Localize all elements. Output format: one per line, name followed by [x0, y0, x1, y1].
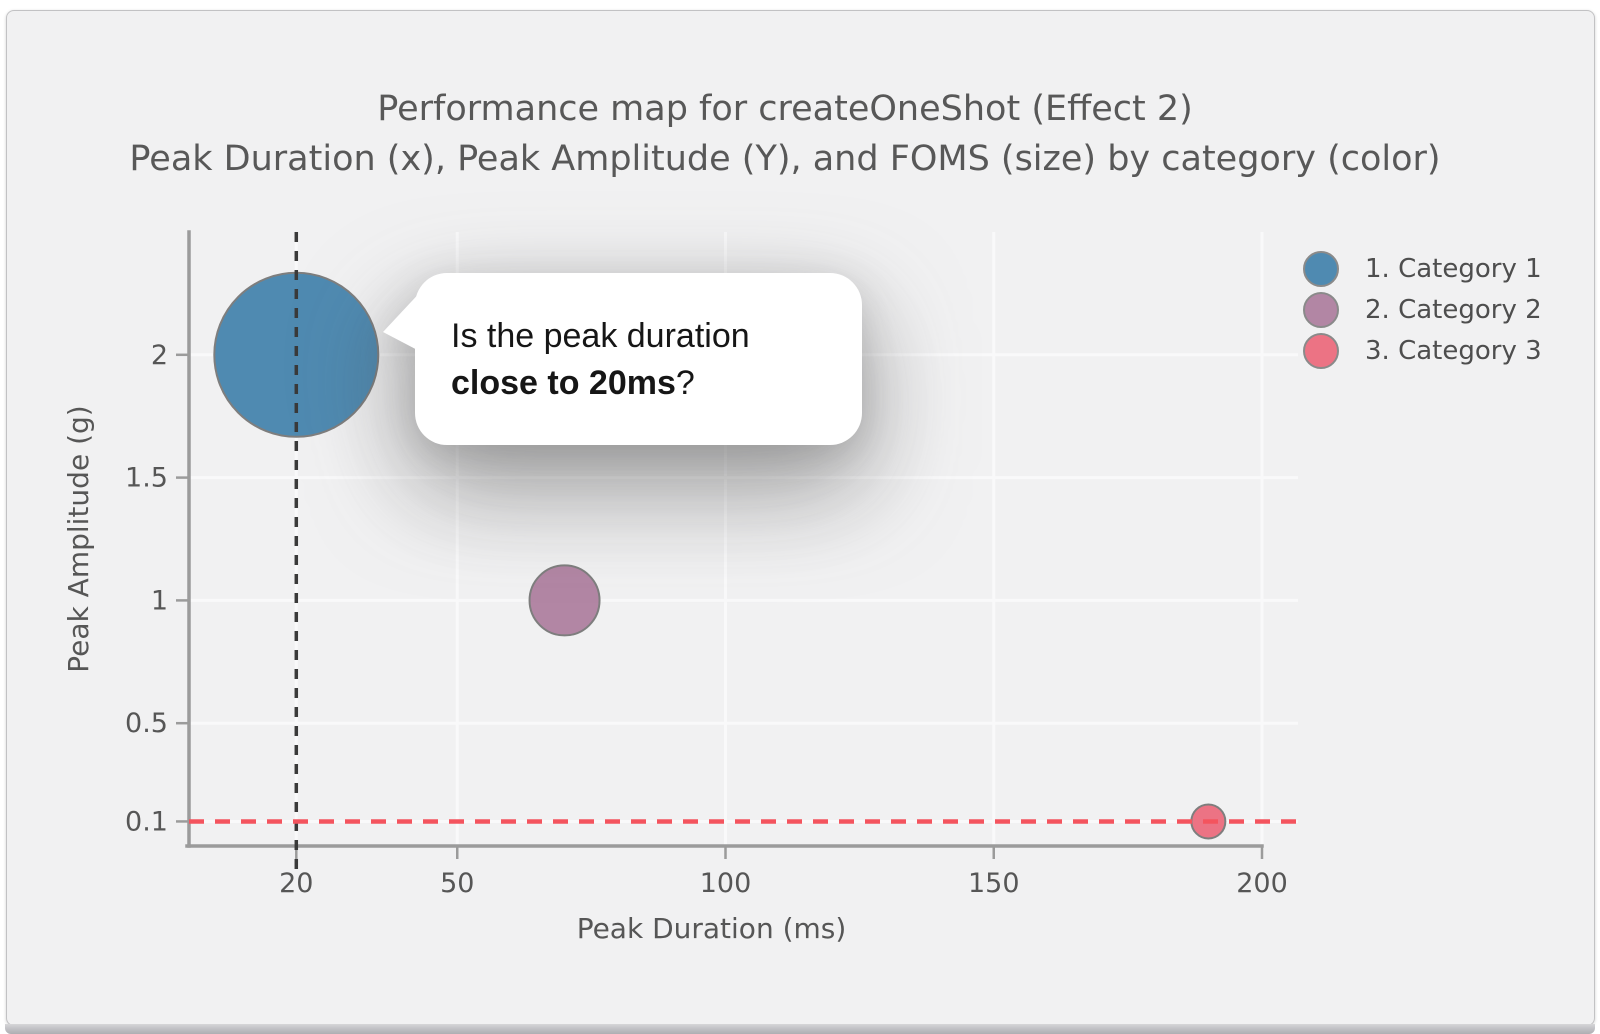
- legend-item[interactable]: 3. Category 3: [1303, 330, 1542, 371]
- legend-label: 1. Category 1: [1365, 253, 1542, 284]
- callout-text-suffix: ?: [675, 364, 695, 402]
- chart-legend: 1. Category 1 2. Category 2 3. Category 3: [1303, 248, 1542, 371]
- x-tick-label: 150: [968, 868, 1020, 899]
- y-tick-label: 0.5: [125, 708, 168, 739]
- y-tick-label: 2: [151, 340, 168, 371]
- callout-text-line1: Is the peak duration: [451, 317, 750, 355]
- x-tick-label: 200: [1236, 868, 1288, 899]
- chart-title: Performance map for createOneShot (Effec…: [377, 89, 1193, 129]
- callout-bubble: Is the peak duration close to 20ms?: [415, 273, 862, 445]
- y-tick-label: 1.5: [125, 463, 168, 494]
- legend-item[interactable]: 2. Category 2: [1303, 289, 1542, 330]
- chart-subtitle: Peak Duration (x), Peak Amplitude (Y), a…: [129, 139, 1441, 179]
- y-tick-label: 0.1: [125, 806, 168, 837]
- callout-text-bold: close to 20ms: [451, 364, 676, 402]
- chart-title-block: Performance map for createOneShot (Effec…: [0, 84, 1570, 184]
- x-tick-label: 100: [700, 868, 752, 899]
- legend-item[interactable]: 1. Category 1: [1303, 248, 1542, 289]
- legend-label: 2. Category 2: [1365, 294, 1542, 325]
- x-tick-label: 20: [279, 868, 313, 899]
- legend-swatch-icon: [1303, 332, 1339, 369]
- legend-swatch-icon: [1303, 250, 1339, 287]
- legend-swatch-icon: [1303, 291, 1339, 328]
- y-axis-title: Peak Amplitude (g): [62, 405, 95, 672]
- x-tick-label: 50: [440, 868, 474, 899]
- chart-card: [6, 10, 1595, 1026]
- window-bottom-edge: [5, 1024, 1595, 1034]
- callout-tail-icon: [383, 287, 425, 354]
- x-axis-title: Peak Duration (ms): [577, 912, 847, 945]
- y-tick-label: 1: [151, 585, 168, 616]
- callout: Is the peak duration close to 20ms?: [378, 270, 938, 470]
- bubble-2-category-2[interactable]: [528, 564, 601, 637]
- legend-label: 3. Category 3: [1365, 335, 1542, 366]
